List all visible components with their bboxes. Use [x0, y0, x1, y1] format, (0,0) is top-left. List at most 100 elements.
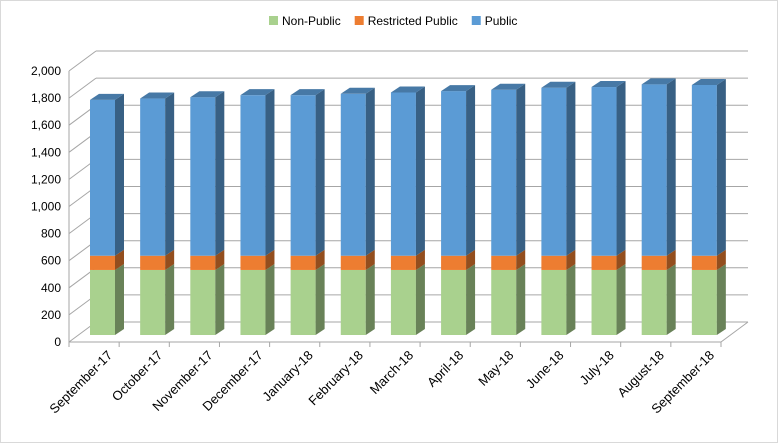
- bar-side: [616, 81, 626, 256]
- bar-side: [466, 249, 476, 270]
- bar-restricted-public: [591, 255, 617, 270]
- x-tick-label: September-17: [46, 348, 115, 417]
- bar-public: [591, 87, 617, 256]
- y-tick-label: 2,000: [31, 64, 61, 78]
- bar-non-public: [340, 269, 366, 335]
- x-tick-label: July-18: [577, 348, 617, 388]
- x-tick-label: March-18: [367, 348, 416, 397]
- bar-restricted-public: [340, 255, 366, 270]
- bar-top: [290, 89, 325, 96]
- bar-side: [165, 263, 175, 335]
- bar-restricted-public: [541, 255, 567, 270]
- legend-swatch: [354, 16, 364, 25]
- bar-side: [115, 249, 124, 270]
- side-gridline: [68, 77, 97, 99]
- y-tick-label: 1,600: [31, 118, 61, 132]
- x-tick-label: June-18: [523, 348, 567, 392]
- x-tick-label: August-18: [614, 348, 667, 401]
- bar-side: [516, 249, 526, 270]
- bar-public: [541, 87, 567, 256]
- legend: Non-Public Restricted Public Public: [269, 14, 517, 28]
- bar-restricted-public: [240, 255, 266, 270]
- bar-side: [265, 263, 275, 335]
- bar-side: [365, 87, 375, 256]
- bar-side: [666, 263, 676, 335]
- bar-public: [290, 95, 316, 256]
- legend-swatch: [471, 16, 481, 25]
- legend-swatch: [269, 16, 278, 25]
- bar-non-public: [541, 269, 567, 335]
- y-tick-label: 200: [41, 308, 61, 322]
- bar-restricted-public: [641, 255, 667, 270]
- bar-top: [390, 86, 425, 93]
- bar-top: [591, 81, 626, 88]
- bar-public: [441, 91, 467, 256]
- bar-side: [365, 249, 375, 270]
- bar-top: [340, 87, 375, 94]
- bar-non-public: [140, 269, 166, 335]
- bar-public: [641, 84, 667, 256]
- bar-public: [240, 95, 266, 256]
- bar-restricted-public: [491, 255, 517, 270]
- y-tick-label: 1,000: [31, 200, 61, 214]
- bar-side: [165, 249, 175, 270]
- bar-side: [666, 249, 676, 270]
- x-tick-label: May-18: [475, 348, 516, 389]
- bar-non-public: [591, 269, 617, 335]
- bar-side: [315, 263, 325, 335]
- bar-restricted-public: [140, 255, 166, 270]
- bar-side: [566, 249, 576, 270]
- bar-side: [315, 249, 325, 270]
- bar-side: [315, 89, 325, 256]
- y-tick-label: 1,400: [31, 145, 61, 159]
- bar-side: [516, 83, 526, 256]
- bar-non-public: [390, 269, 416, 335]
- bar-side: [666, 78, 676, 256]
- bar-public: [491, 89, 517, 256]
- bar-non-public: [190, 269, 216, 335]
- bar-restricted-public: [90, 255, 115, 270]
- y-tick-label: 600: [41, 254, 61, 268]
- bar-side: [215, 91, 225, 256]
- bar-top: [441, 85, 476, 92]
- bar-top: [90, 93, 124, 100]
- bar-top: [691, 79, 726, 86]
- bar-side: [415, 263, 425, 335]
- bar-side: [215, 249, 225, 270]
- bar-restricted-public: [190, 255, 216, 270]
- bar-non-public: [441, 269, 467, 335]
- bar-top: [190, 91, 225, 98]
- x-tick-label: February-18: [305, 348, 366, 409]
- bar-public: [691, 85, 717, 256]
- bar-top: [491, 83, 526, 90]
- bar-side: [566, 81, 576, 256]
- bar-non-public: [90, 269, 115, 335]
- bar-side: [716, 79, 726, 256]
- bar-side: [566, 263, 576, 335]
- bar-non-public: [491, 269, 517, 335]
- bar-top: [140, 92, 175, 99]
- bar-top: [240, 89, 275, 96]
- bar-side: [466, 85, 476, 256]
- bar-public: [390, 92, 416, 256]
- bar-side: [616, 263, 626, 335]
- bar-side: [115, 263, 124, 335]
- y-tick-label: 400: [41, 281, 61, 295]
- bar-non-public: [290, 269, 316, 335]
- bar-side: [516, 263, 526, 335]
- bar-side: [265, 249, 275, 270]
- bar-side: [616, 249, 626, 270]
- y-tick-label: 1,200: [31, 172, 61, 186]
- bar-side: [115, 93, 124, 256]
- bar-side: [466, 263, 476, 335]
- bar-public: [190, 97, 216, 256]
- bar-top: [541, 81, 576, 88]
- bar-side: [716, 249, 726, 270]
- bar-side: [365, 263, 375, 335]
- y-tick-label: 1,800: [31, 91, 61, 105]
- floor-edge: [720, 321, 749, 343]
- bar-side: [265, 89, 275, 256]
- bar-top: [641, 78, 676, 85]
- bar-side: [165, 92, 175, 256]
